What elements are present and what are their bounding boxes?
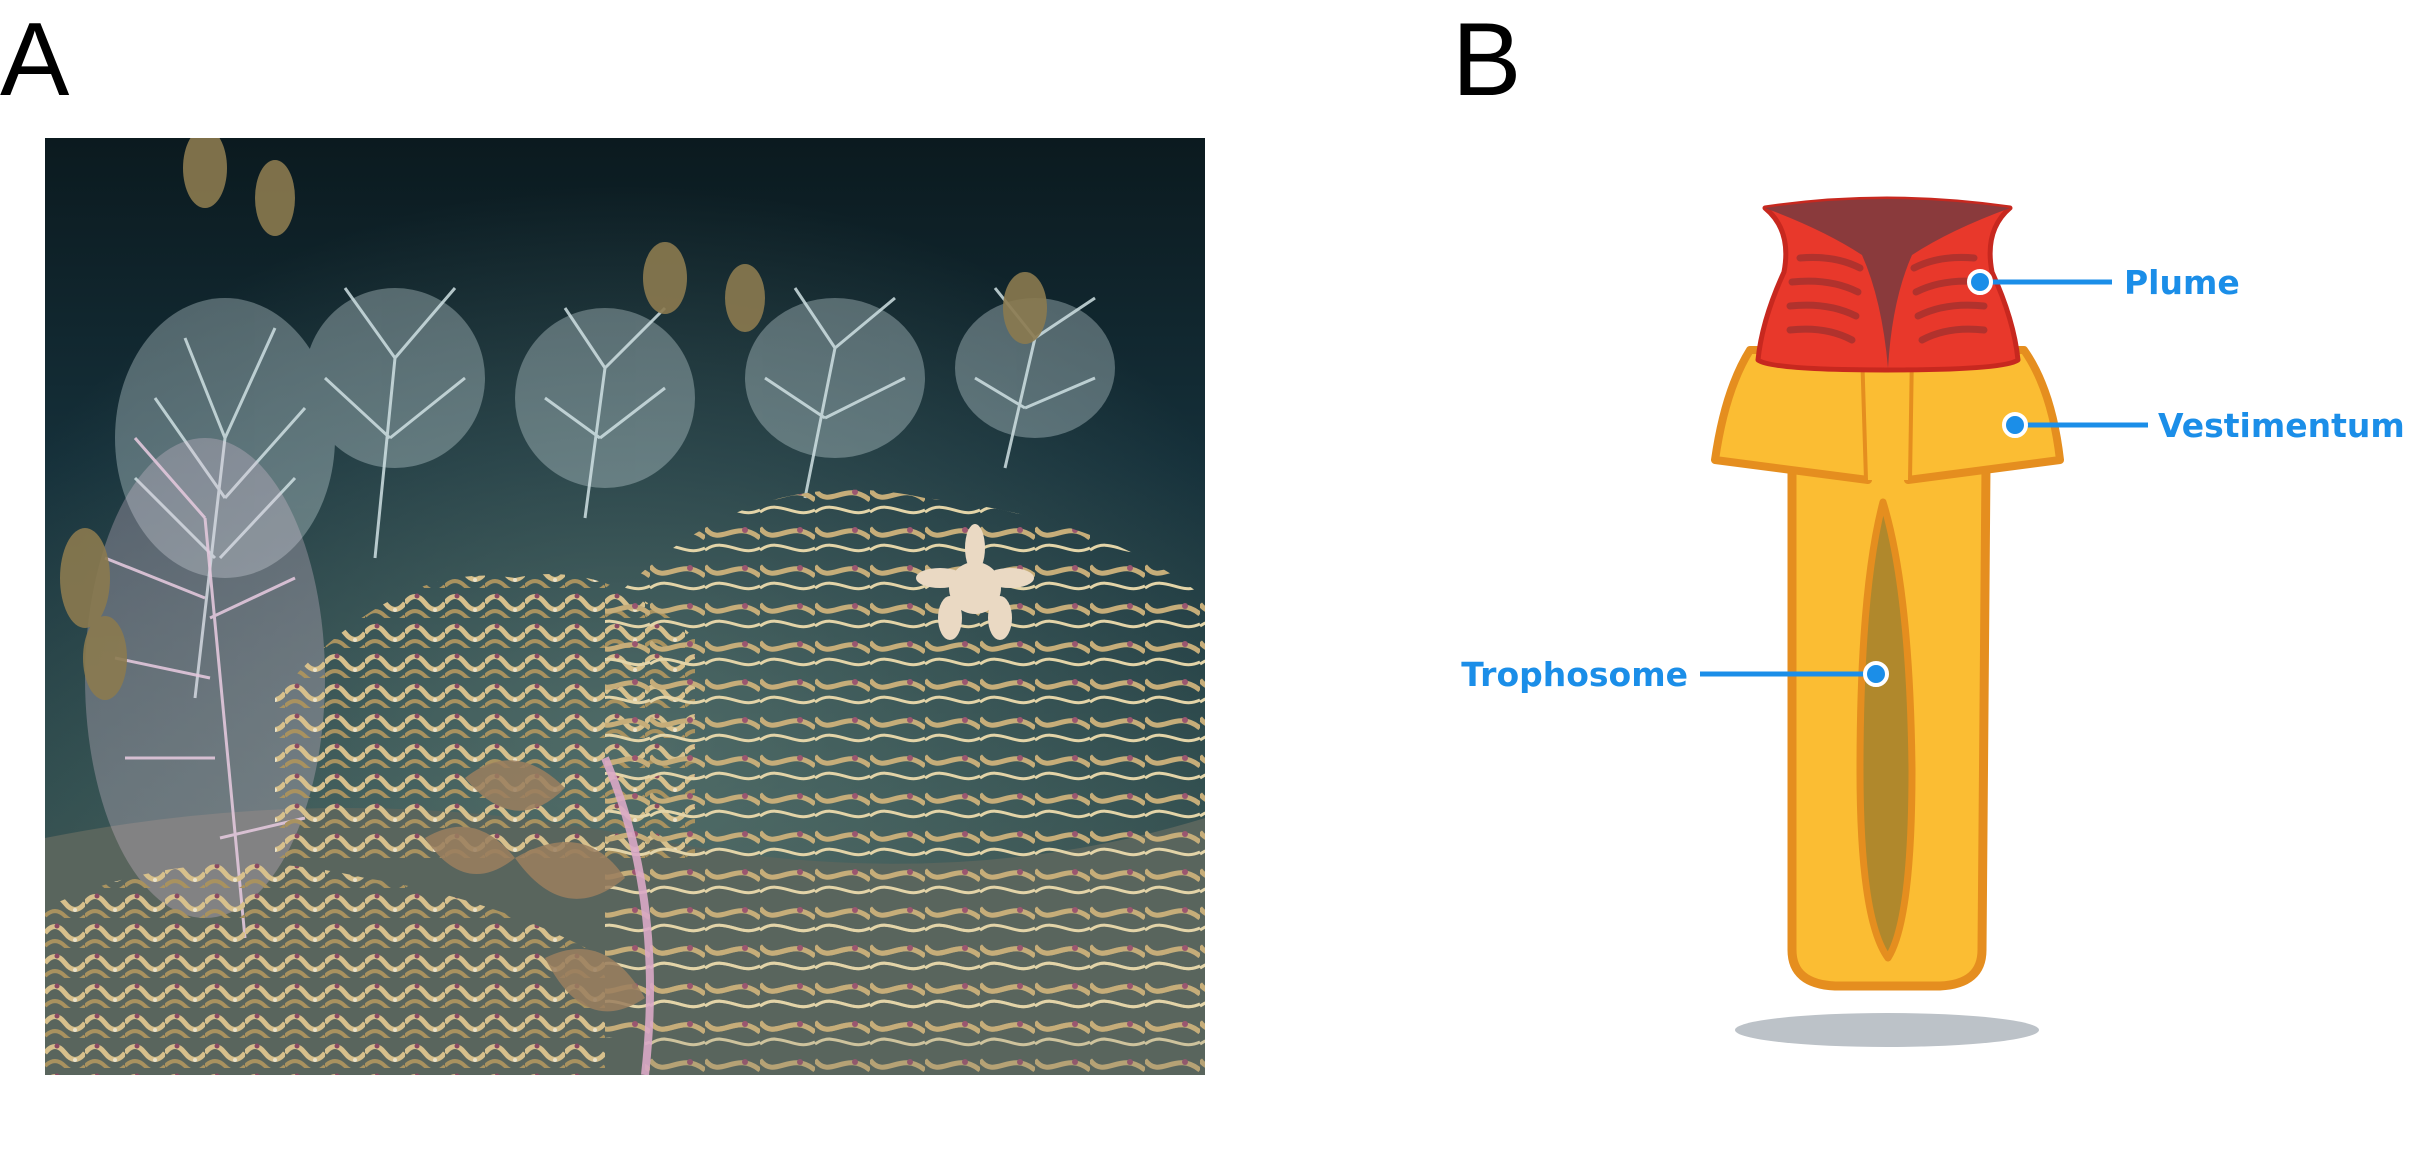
tubeworm-diagram: Plume Vestimentum Trophosome <box>1461 196 2405 1047</box>
tubeworm-photo <box>45 138 1205 1075</box>
vestimentum-collar <box>1711 346 1872 484</box>
plume-top <box>1765 199 2010 368</box>
plume-label: Plume <box>2124 263 2240 302</box>
trophosome-label: Trophosome <box>1461 655 1688 694</box>
ground-shadow <box>1735 1013 2039 1047</box>
panel-a-label: A <box>0 2 70 118</box>
vestimentum-label: Vestimentum <box>2158 406 2405 445</box>
panel-b-label: B <box>1452 2 1522 118</box>
plume-pointer-dot <box>1967 269 1993 295</box>
vestimentum-pointer-dot <box>2002 412 2028 438</box>
trophosome-pointer-dot <box>1863 661 1889 687</box>
vestimentum-collar-right <box>1904 346 2064 484</box>
trophosome-organ <box>1856 498 1916 962</box>
